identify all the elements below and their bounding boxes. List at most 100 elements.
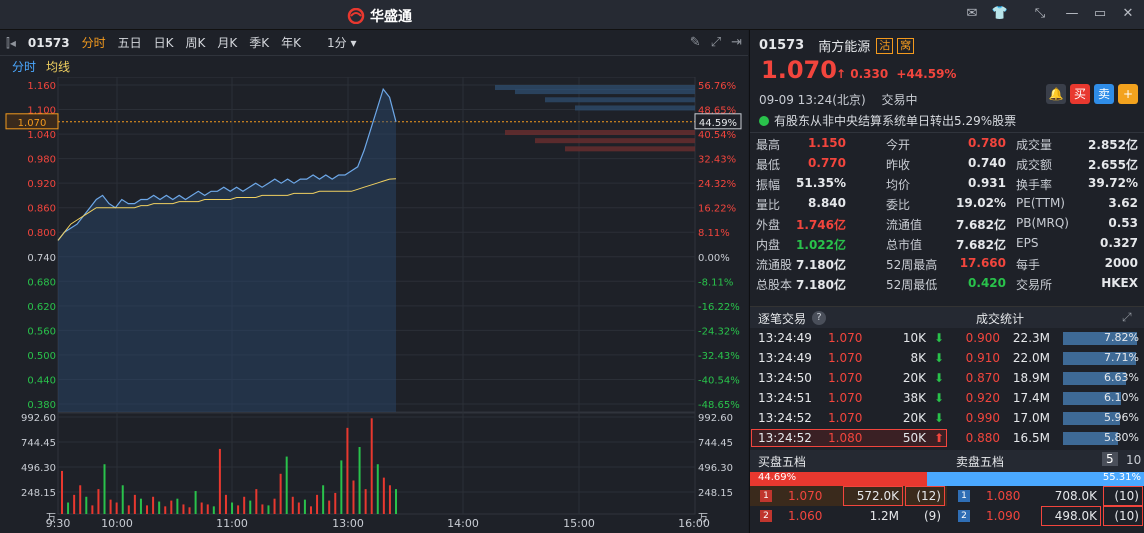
- volume-tick-label: 744.45: [698, 438, 733, 449]
- level-5-toggle[interactable]: 5: [1102, 452, 1118, 466]
- stat-pct: 5.96%: [1104, 411, 1139, 424]
- indicator-timeshare[interactable]: 分时: [12, 60, 37, 74]
- notice[interactable]: 有股东从非中央结算系统单日转出5.29%股票: [759, 112, 1016, 129]
- last-pct-box: [694, 113, 742, 130]
- time-tick-label: 9:30: [46, 517, 71, 530]
- volume-bar: [231, 502, 234, 514]
- app-logo: 华盛通: [346, 6, 412, 26]
- collapse-panel-icon[interactable]: ⇥: [731, 35, 742, 50]
- stat-pct: 7.71%: [1104, 351, 1139, 364]
- stat-value: 0.780: [968, 136, 1006, 150]
- sidebar-toggle-icon[interactable]: ⫿◂: [6, 35, 16, 50]
- help-icon[interactable]: ?: [812, 311, 826, 325]
- volume-bar: [370, 418, 373, 514]
- volume-tick-label: 248.15: [698, 488, 733, 499]
- period-select[interactable]: 1分 ▾: [327, 35, 357, 50]
- level-volume: 572.0K: [856, 489, 899, 503]
- stat-volume: 22.3M: [1012, 331, 1050, 345]
- volume-bar: [291, 496, 294, 514]
- depth-bar: [545, 97, 695, 103]
- trade-qty: 8K: [910, 351, 926, 365]
- add-watchlist-button[interactable]: +: [1118, 84, 1138, 104]
- buy-button[interactable]: 买: [1070, 84, 1090, 104]
- price-tick-label: 0.620: [27, 302, 56, 313]
- arrow-up-icon: ↑: [836, 67, 847, 81]
- stats-row: 振幅 51.35% 均价 0.931 换手率 39.72%: [750, 174, 1144, 194]
- stat-value: 0.53: [1108, 216, 1138, 230]
- trade-section-header: 逐笔交易 ? 成交统计 ⤢: [750, 306, 1144, 328]
- mail-icon[interactable]: ✉: [966, 6, 978, 21]
- pct-tick-label: 8.11%: [698, 228, 730, 239]
- trade-qty: 20K: [902, 411, 926, 425]
- depth-bar: [515, 89, 695, 95]
- level-10-toggle[interactable]: 10: [1126, 453, 1142, 467]
- minimize-button[interactable]: —: [1065, 6, 1079, 21]
- trade-price: 1.080: [828, 431, 863, 445]
- pct-tick-label: -24.32%: [698, 326, 740, 337]
- expand-icon[interactable]: ⤢: [1122, 310, 1132, 324]
- tab-0[interactable]: 分时: [81, 35, 106, 50]
- stat-pct: 6.63%: [1104, 371, 1139, 384]
- level-num: 1: [958, 490, 970, 502]
- tag-other: 窝: [897, 37, 915, 54]
- volume-tick-label: 248.15: [21, 488, 56, 499]
- draw-pen-icon[interactable]: ✎: [689, 35, 701, 50]
- price-tick-label: 0.560: [27, 326, 56, 337]
- ask-row[interactable]: 2 1.090 498.0K (10): [948, 506, 1144, 526]
- volume-bar: [322, 485, 325, 514]
- trade-price: 1.070: [828, 331, 863, 345]
- time-tick-label: 13:00: [332, 517, 364, 530]
- price-tick-label: 0.860: [27, 204, 56, 215]
- volume-bar: [61, 470, 63, 514]
- shrink-icon[interactable]: ⤡: [1034, 6, 1046, 21]
- tab-6[interactable]: 年K: [281, 35, 302, 50]
- indicator-average[interactable]: 均线: [46, 60, 71, 74]
- stat-volume: 22.0M: [1012, 351, 1050, 365]
- time-tick-label: 15:00: [563, 517, 595, 530]
- volume-bar: [358, 447, 361, 514]
- trade-qty: 38K: [902, 391, 926, 405]
- bid-row[interactable]: 2 1.060 1.2M (9): [750, 506, 947, 526]
- price-line: [57, 87, 397, 241]
- volume-bar: [212, 506, 215, 514]
- ask-title: 卖盘五档: [956, 455, 1005, 469]
- volume-stats-title[interactable]: 成交统计: [976, 312, 1025, 326]
- volume-tick-label: 万: [46, 513, 56, 524]
- tab-3[interactable]: 周K: [185, 35, 206, 50]
- close-button[interactable]: ✕: [1122, 6, 1134, 21]
- volume-bar: [206, 504, 209, 514]
- volume-bar: [243, 496, 246, 514]
- tab-2[interactable]: 日K: [153, 35, 174, 50]
- bid-row[interactable]: 1 1.070 572.0K (12): [750, 486, 947, 506]
- tick-trades-title[interactable]: 逐笔交易: [758, 312, 807, 326]
- chart-panel: ⫿◂ 01573 分时 五日 日K 周K 月K 季K 年K 1分 ▾ ✎ ⤢ ⇥ 分时 均线…: [0, 30, 748, 533]
- stock-code: 01573: [27, 35, 70, 50]
- shirt-icon[interactable]: 👕: [991, 6, 1009, 21]
- arrow-down-icon: ⬇: [934, 331, 945, 345]
- stats-row: 最低 0.770 昨收 0.740 成交额 2.655亿: [750, 154, 1144, 174]
- stat-price: 0.990: [965, 411, 1000, 425]
- stat-label: 成交额: [1016, 158, 1053, 172]
- price-tick-label: 0.500: [27, 351, 56, 362]
- trade-qty: 20K: [902, 371, 926, 385]
- ask-row[interactable]: 1 1.080 708.0K (10): [948, 486, 1144, 506]
- stat-bar: [1063, 432, 1118, 445]
- price-tick-label: 1.100: [27, 106, 56, 117]
- intraday-chart[interactable]: 1.160 56.76% 1.100 48.65% 1.070 44.59% 1.040 40…: [0, 77, 748, 533]
- tab-1[interactable]: 五日: [117, 35, 142, 50]
- stat-value: 0.327: [1100, 236, 1138, 250]
- level-volume: 498.0K: [1054, 509, 1097, 523]
- datetime: 09-09 13:24(北京): [759, 93, 866, 107]
- tab-5[interactable]: 季K: [249, 35, 270, 50]
- tab-4[interactable]: 月K: [217, 35, 238, 50]
- pct-tick-label: 16.22%: [698, 204, 736, 215]
- sell-button[interactable]: 卖: [1094, 84, 1114, 104]
- stat-value: HKEX: [1101, 276, 1138, 290]
- maximize-button[interactable]: ▭: [1093, 6, 1107, 21]
- stat-value: 39.72%: [1088, 176, 1138, 190]
- volume-bar: [249, 500, 252, 514]
- volume-bar: [85, 496, 88, 514]
- expand-icon[interactable]: ⤢: [710, 35, 722, 50]
- price-tick-label: 0.800: [27, 228, 56, 239]
- alert-bell-icon[interactable]: 🔔: [1046, 84, 1066, 104]
